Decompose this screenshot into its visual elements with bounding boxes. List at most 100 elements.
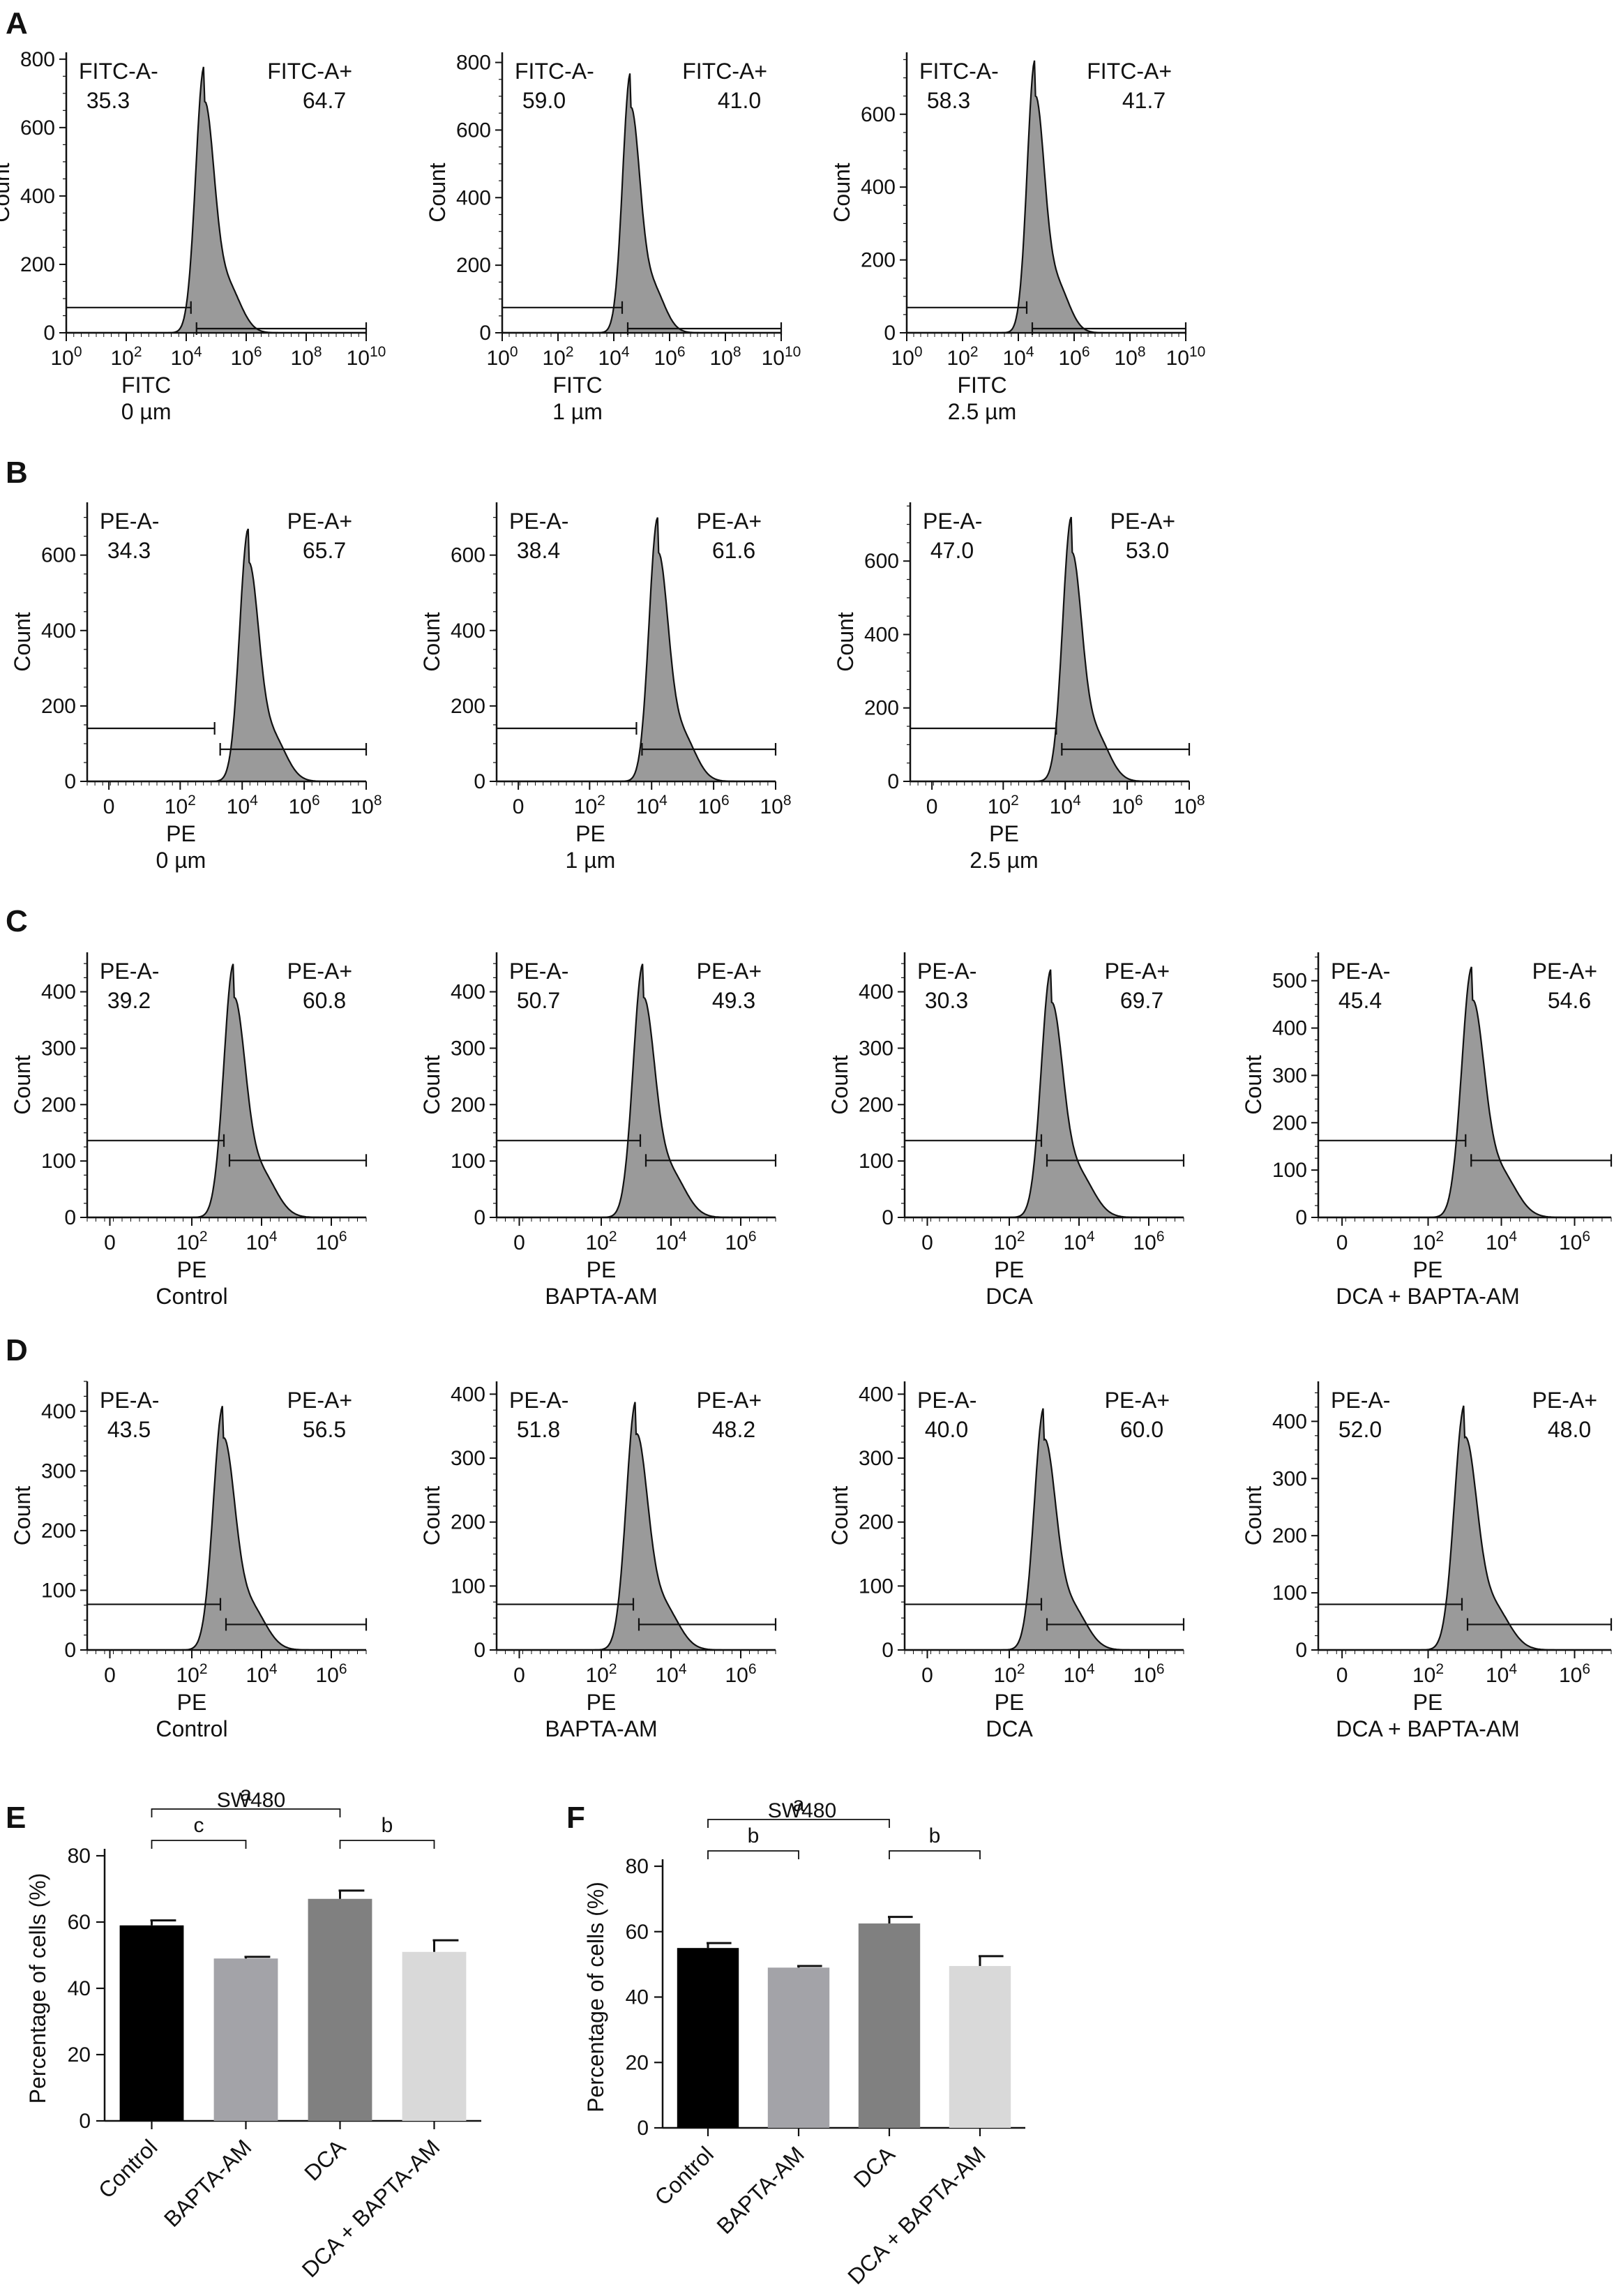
x-tick-label: 0 [513, 1664, 525, 1687]
significance-label: b [748, 1824, 760, 1847]
gate-negative-label: PE-A- [509, 509, 568, 534]
gate-positive-label: PE-A+ [697, 1388, 762, 1413]
histogram-curve [497, 963, 776, 1219]
gate-negative-label: PE-A- [509, 1388, 568, 1413]
y-tick-label: 400 [859, 1383, 893, 1406]
x-tick-label: 104 [1486, 1661, 1517, 1687]
x-tick-label: 104 [655, 1229, 686, 1254]
panel-letter-d: D [6, 1333, 28, 1367]
histogram-curve [87, 528, 366, 783]
y-tick-label: 100 [859, 1150, 893, 1173]
gate-negative-value: 47.0 [930, 538, 974, 563]
y-tick-label: 300 [41, 1460, 76, 1483]
y-tick-label: 600 [861, 103, 896, 126]
x-tick-label: 0 [104, 1664, 116, 1687]
gate-negative-label: PE-A- [917, 959, 976, 984]
gate-negative-value: 52.0 [1338, 1417, 1382, 1442]
y-tick-label: 100 [451, 1575, 485, 1598]
x-tick-label: 102 [542, 344, 573, 370]
condition-label: DCA + BAPTA-AM [1336, 1284, 1519, 1309]
x-tick-label: 106 [1133, 1229, 1164, 1254]
condition-label: Control [156, 1284, 227, 1309]
y-axis-label: Count [419, 1486, 444, 1546]
y-tick-label: 400 [451, 1383, 485, 1406]
x-tick-label: 102 [946, 344, 978, 370]
y-tick-label: 0 [474, 770, 485, 793]
y-tick-label: 400 [20, 185, 55, 208]
histogram-curve [1318, 1405, 1611, 1651]
y-tick-label: 200 [451, 695, 485, 718]
x-axis-label: PE [995, 1257, 1025, 1282]
y-tick-label: 0 [884, 322, 896, 345]
gate-positive-label: FITC-A+ [1087, 59, 1172, 84]
y-tick-label: 0 [1295, 1639, 1307, 1662]
histogram-curve [87, 963, 366, 1219]
y-tick-label: 200 [41, 695, 76, 718]
histogram-c-7: 0 100 200 300 400 0 102 104 106 PE-A- 50.7 PE-A+ 49.… [419, 952, 777, 1309]
x-tick-label: 0 [103, 795, 115, 818]
histogram-curve [87, 1406, 366, 1651]
y-axis-label: Count [425, 163, 450, 223]
y-tick-label: 100 [859, 1575, 893, 1598]
significance-label: c [194, 1814, 204, 1837]
x-tick-label: 108 [760, 793, 791, 818]
histogram-d-10: 0 100 200 300 400 0 102 104 106 PE-A- 43.5 PE-A+ 56.… [10, 1381, 368, 1741]
x-tick-label: 108 [1173, 793, 1205, 818]
y-tick-label: 300 [451, 1037, 485, 1060]
gate-positive-value: 64.7 [303, 88, 346, 113]
gate-positive-value: 65.7 [303, 538, 346, 563]
histogram-d-12: 0 100 200 300 400 0 102 104 106 PE-A- 40.0 PE-A+ 60.… [827, 1381, 1185, 1741]
histogram-curve [910, 516, 1189, 783]
histogram-d-11: 0 100 200 300 400 0 102 104 106 PE-A- 51.8 PE-A+ 48.… [419, 1381, 777, 1741]
y-tick-label: 600 [456, 119, 491, 142]
y-tick-label: 400 [41, 1400, 76, 1423]
y-tick-label: 500 [1272, 970, 1307, 993]
y-tick-label: 100 [1272, 1159, 1307, 1182]
x-axis-label: FITC [957, 373, 1006, 398]
gate-negative-value: 38.4 [517, 538, 560, 563]
y-tick-label: 600 [864, 550, 899, 573]
x-tick-label: 104 [655, 1661, 686, 1687]
y-tick-label: 600 [451, 544, 485, 567]
histogram-c-9: 0 100 200 300 400 500 0 102 104 106 PE-A- 45.4 PE-A+… [1241, 952, 1613, 1309]
x-category-label: BAPTA-AM [712, 2141, 809, 2238]
gate-negative-label: PE-A- [509, 959, 568, 984]
y-axis-label: Count [0, 163, 14, 223]
x-tick-label: 106 [289, 793, 320, 818]
gate-negative-value: 58.3 [927, 88, 970, 113]
y-tick-label: 0 [79, 2110, 91, 2133]
y-tick-label: 0 [474, 1639, 485, 1662]
x-axis-label: PE [177, 1257, 207, 1282]
x-tick-label: 0 [921, 1664, 933, 1687]
condition-label: 0 µm [156, 848, 206, 873]
histogram-a-1: 0 200 400 600 800 100 102 104 106 108 1010 FITC-A- 5… [425, 52, 801, 424]
gate-negative-value: 45.4 [1338, 988, 1382, 1013]
gate-positive-label: PE-A+ [1532, 959, 1597, 984]
condition-label: Control [156, 1716, 227, 1741]
gate-positive-value: 61.6 [712, 538, 755, 563]
x-tick-label: 1010 [347, 344, 386, 370]
y-axis-label: Percentage of cells (%) [25, 1873, 50, 2104]
histogram-d-13: 0 100 200 300 400 0 102 104 106 PE-A- 52.0 PE-A+ 48.… [1241, 1381, 1613, 1741]
gate-positive-label: PE-A+ [1110, 509, 1175, 534]
y-tick-label: 60 [68, 1911, 91, 1934]
x-tick-label: 102 [165, 793, 196, 818]
x-axis-label: PE [989, 821, 1019, 846]
y-tick-label: 40 [626, 1986, 649, 2009]
y-tick-label: 100 [41, 1150, 76, 1173]
histogram-c-8: 0 100 200 300 400 0 102 104 106 PE-A- 30.3 PE-A+ 69.… [827, 952, 1185, 1309]
x-tick-label: 102 [585, 1229, 617, 1254]
gate-negative-value: 34.3 [107, 538, 151, 563]
y-tick-label: 200 [456, 254, 491, 277]
x-tick-label: 104 [1486, 1229, 1517, 1254]
gate-positive-value: 60.0 [1120, 1417, 1163, 1442]
bar-2 [858, 1923, 921, 2128]
y-tick-label: 400 [859, 981, 893, 1004]
gate-negative-label: FITC-A- [79, 59, 158, 84]
x-tick-label: 0 [926, 795, 938, 818]
x-axis-label: PE [575, 821, 605, 846]
gate-positive-label: PE-A+ [1532, 1388, 1597, 1413]
y-tick-label: 20 [68, 2043, 91, 2066]
x-tick-label: 104 [1002, 344, 1034, 370]
